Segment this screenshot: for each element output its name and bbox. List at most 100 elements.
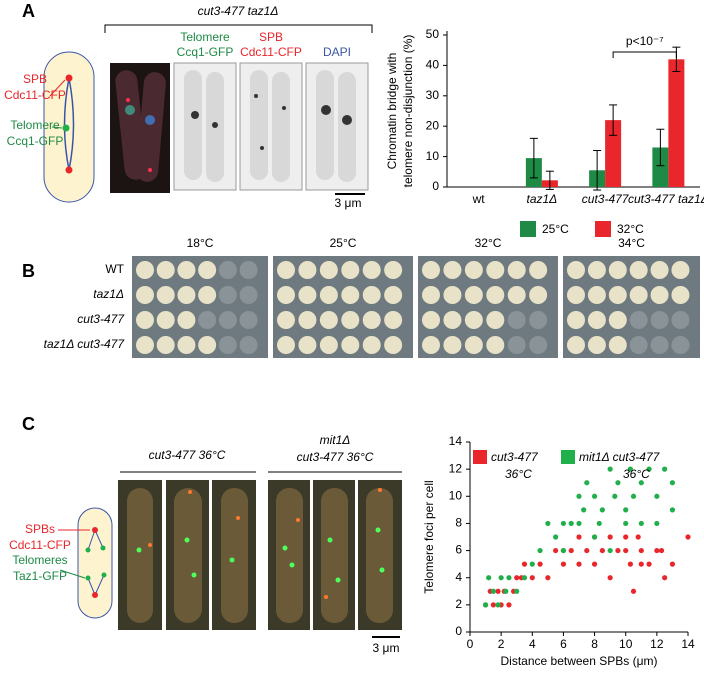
group-label: cut3-477 36°C — [297, 450, 374, 464]
colony-spot — [629, 286, 648, 304]
colony-spot — [319, 311, 338, 329]
temperature-label: 32°C — [475, 236, 502, 250]
label: Cdc11-CFP — [9, 538, 71, 552]
colony-spot — [319, 286, 338, 304]
colony-spot — [608, 261, 627, 279]
colony-spot — [177, 311, 196, 329]
point — [623, 507, 629, 513]
spb-dot — [65, 166, 73, 174]
genotype: cut3-477 taz1Δ — [198, 4, 279, 18]
point — [581, 507, 587, 513]
x-tick-label: 8 — [591, 637, 598, 651]
colony-spot — [277, 311, 295, 329]
colony-spot — [567, 286, 585, 304]
point — [638, 480, 644, 486]
colony-spot — [177, 336, 196, 354]
cell — [321, 488, 348, 623]
signal — [212, 122, 218, 128]
legend-label: 32°C — [617, 222, 644, 236]
colony-spot — [422, 336, 440, 354]
point — [576, 534, 582, 540]
signal — [191, 111, 199, 119]
signal — [296, 518, 300, 522]
colony-spot — [464, 336, 483, 354]
point — [506, 575, 512, 581]
x-tick-label: 14 — [681, 637, 695, 651]
scale-label: 3 μm — [335, 196, 362, 210]
colony-spot — [608, 311, 627, 329]
cell — [276, 488, 303, 623]
colony-spot — [218, 261, 237, 279]
colony-spot — [239, 286, 258, 304]
label: SPB — [23, 72, 47, 86]
temperature-label: 25°C — [330, 236, 357, 250]
x-tick-label: 10 — [619, 637, 633, 651]
y-tick-label: 0 — [455, 624, 462, 638]
colony-spot — [587, 286, 606, 304]
telomere-dot — [101, 572, 107, 578]
panel-label: B — [22, 261, 35, 281]
colony-spot — [608, 286, 627, 304]
colony-spot — [443, 261, 462, 279]
legend-label: 36°C — [623, 467, 650, 481]
significance-bracket — [612, 51, 677, 58]
colony-spot — [156, 286, 175, 304]
signal — [236, 516, 240, 520]
point — [576, 561, 582, 567]
point — [607, 575, 613, 581]
colony-spot — [567, 261, 585, 279]
colony-spot — [650, 286, 669, 304]
colony-spot — [422, 311, 440, 329]
point — [630, 588, 637, 594]
colony-spot — [362, 286, 381, 304]
point — [591, 493, 598, 499]
signal — [148, 543, 152, 547]
y-tick-label: 30 — [426, 88, 440, 102]
colony-spot — [277, 261, 295, 279]
y-tick-label: 10 — [449, 488, 463, 502]
y-axis-label: Chromatin bridge with — [385, 53, 399, 170]
strain-label: taz1Δ cut3-477 — [44, 337, 126, 351]
point — [591, 561, 598, 567]
x-tick-label: wt — [472, 192, 486, 206]
point — [560, 520, 567, 527]
legend-label: mit1Δ cut3-477 — [579, 450, 661, 464]
y-axis-label: Telomere foci per cell — [422, 480, 436, 593]
colony-spot — [218, 311, 237, 329]
point — [654, 493, 660, 499]
colony-spot — [629, 311, 648, 329]
micrograph — [305, 62, 369, 191]
point — [669, 561, 676, 567]
x-tick-label: taz1Δ — [527, 192, 558, 206]
group-label: mit1Δ — [320, 433, 351, 447]
colony-spot — [218, 336, 237, 354]
colony-spot — [156, 261, 175, 279]
point — [514, 575, 520, 581]
point — [669, 507, 676, 513]
signal — [321, 105, 331, 115]
signal — [289, 562, 295, 568]
point — [486, 575, 492, 581]
point — [646, 561, 652, 567]
y-axis-label: telomere non-disjunction (%) — [401, 35, 415, 188]
bracket — [104, 24, 373, 33]
y-tick-label: 40 — [426, 58, 440, 72]
point — [529, 575, 535, 581]
point — [623, 520, 629, 527]
colony-spot — [464, 286, 483, 304]
y-tick-label: 14 — [449, 434, 463, 448]
bar — [605, 120, 622, 187]
spb-dot — [92, 592, 98, 598]
point — [615, 547, 621, 554]
point — [495, 588, 501, 594]
colony-spot — [362, 261, 381, 279]
cell — [338, 72, 356, 182]
panel-label: C — [22, 414, 35, 434]
colony-spot — [567, 336, 585, 354]
colony-spot — [529, 286, 548, 304]
cell — [316, 70, 334, 180]
group-label: cut3-477 36°C — [149, 448, 226, 462]
colony-spot — [587, 311, 606, 329]
colony-spot — [136, 261, 154, 279]
